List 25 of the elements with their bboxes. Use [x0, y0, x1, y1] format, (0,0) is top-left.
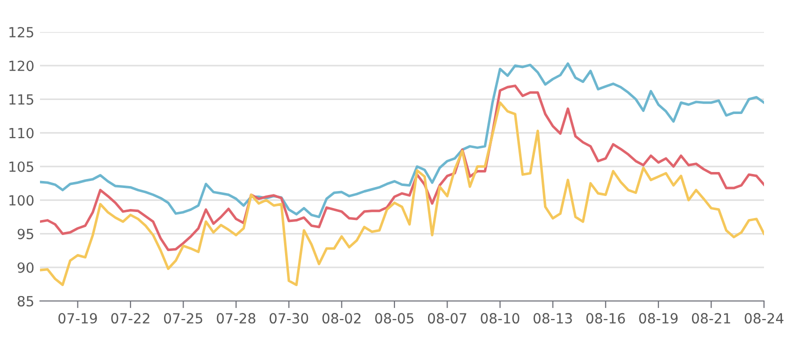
x-tick-label: 07-28: [216, 313, 256, 324]
x-tick-label: 08-21: [692, 313, 730, 324]
x-tick-label: 08-07: [428, 313, 466, 324]
x-tick-label: 07-22: [111, 313, 150, 324]
y-tick-label: 115: [9, 94, 34, 105]
x-tick-label: 08-19: [639, 313, 678, 324]
x-tick-label: 07-19: [58, 313, 97, 324]
x-tick-label: 08-13: [534, 313, 572, 324]
y-tick-label: 105: [9, 161, 34, 172]
y-tick-label: 125: [9, 26, 34, 38]
y-tick-label: 95: [18, 228, 34, 240]
y-tick-label: 100: [9, 195, 34, 206]
line-series: [40, 62, 764, 218]
y-tick-label: 85: [18, 296, 34, 306]
y-tick-label: 90: [18, 262, 34, 273]
x-tick-label: 08-02: [322, 313, 360, 324]
x-tick-label: 08-05: [375, 313, 414, 324]
x-tick-label: 07-25: [164, 313, 202, 324]
x-tick-label: 08-16: [586, 313, 625, 324]
x-tick-label: 08-24: [744, 313, 784, 324]
y-tick-label: 120: [9, 60, 34, 72]
x-tick-label: 08-10: [480, 313, 520, 324]
y-tick-label: 110: [9, 128, 34, 138]
x-tick-label: 07-30: [270, 313, 308, 324]
line-series: [40, 101, 764, 286]
